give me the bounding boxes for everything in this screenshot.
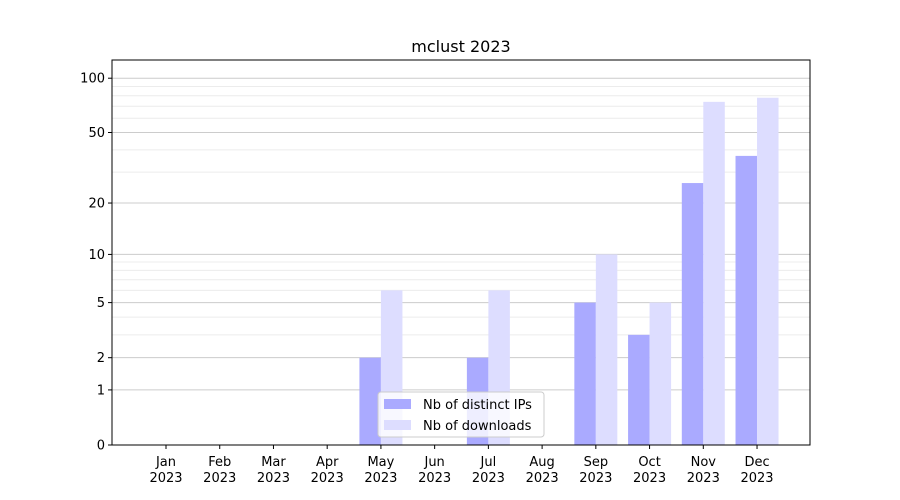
legend-swatch-downloads (384, 420, 411, 430)
bar-ips (681, 183, 704, 445)
x-tick-label-year: 2023 (311, 471, 344, 486)
x-tick-label-year: 2023 (364, 471, 397, 486)
bar-ips (628, 334, 650, 445)
x-tick-label-year: 2023 (526, 471, 559, 486)
y-tick-label: 1 (97, 383, 105, 398)
x-tick-label-month: Apr (316, 455, 339, 470)
bar-downloads (595, 254, 618, 445)
legend-swatch-ips (384, 399, 411, 409)
chart-title: mclust 2023 (411, 37, 510, 56)
x-tick-label-year: 2023 (203, 471, 236, 486)
bar-downloads (703, 101, 725, 446)
bar-ips (359, 357, 381, 445)
x-tick-label-month: Jan (155, 455, 176, 470)
legend-frame (377, 391, 545, 438)
bar-ips (735, 155, 758, 445)
x-tick-label-month: Nov (691, 455, 717, 470)
bar-ips (574, 302, 596, 445)
legend-label-downloads: Nb of downloads (423, 419, 532, 434)
y-tick-label: 0 (97, 439, 105, 454)
x-tick-label-month: Oct (638, 455, 660, 470)
x-tick-label-year: 2023 (633, 471, 666, 486)
y-tick-label: 50 (88, 126, 105, 141)
x-tick-label-year: 2023 (579, 471, 612, 486)
bar-downloads (757, 97, 779, 445)
y-tick-label: 5 (97, 296, 105, 311)
x-tick-label-year: 2023 (418, 471, 451, 486)
plot-frame (111, 59, 811, 446)
y-tick-label: 100 (80, 72, 105, 87)
legend: Nb of distinct IPs Nb of downloads (377, 391, 545, 438)
legend-label-ips: Nb of distinct IPs (423, 398, 532, 413)
x-tick-label-year: 2023 (257, 471, 290, 486)
y-tick-label: 2 (97, 351, 105, 366)
x-tick-label-month: Sep (584, 455, 609, 470)
y-tick-label: 10 (88, 248, 105, 263)
x-tick-label-month: Feb (208, 455, 231, 470)
x-tick-label-month: May (367, 455, 394, 470)
x-tick-label-month: Jul (480, 455, 497, 470)
x-tick-label-year: 2023 (740, 471, 773, 486)
x-tick-label-year: 2023 (687, 471, 720, 486)
x-tick-label-year: 2023 (149, 471, 182, 486)
x-tick-label-month: Mar (261, 455, 286, 470)
y-axis: 0 1 2 5 10 20 50 100 (80, 72, 112, 454)
x-tick-label-month: Jun (423, 455, 444, 470)
x-tick-label-month: Aug (529, 455, 554, 470)
bar-downloads (649, 302, 672, 445)
x-axis: Jan2023Feb2023Mar2023Apr2023May2023Jun20… (149, 445, 774, 486)
x-tick-label-year: 2023 (472, 471, 505, 486)
x-tick-label-month: Dec (744, 455, 769, 470)
y-tick-label: 20 (88, 197, 105, 212)
